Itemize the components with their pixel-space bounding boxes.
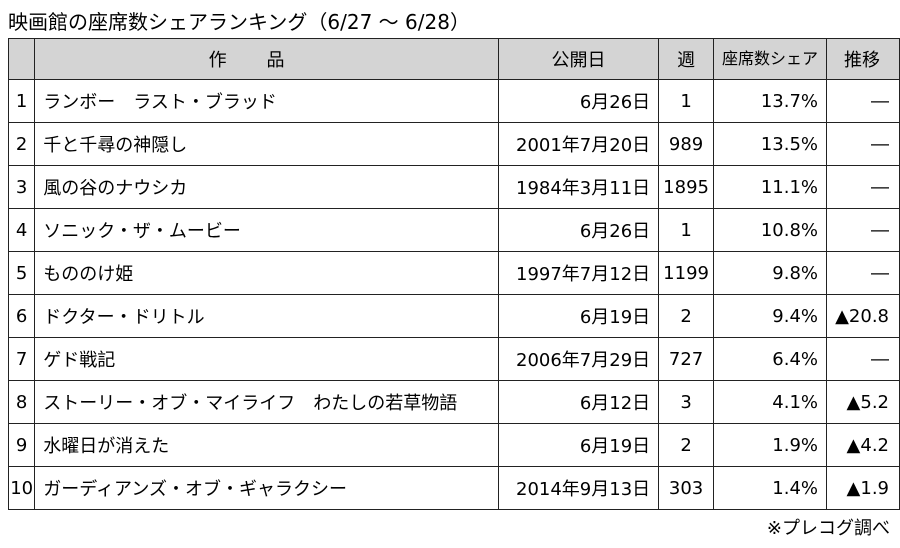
cell-week: 727 <box>658 337 714 381</box>
cell-seat-share: 10.8% <box>712 208 828 252</box>
cell-trend: ― <box>826 165 900 209</box>
cell-rank: 5 <box>7 251 36 295</box>
cell-week: 2 <box>658 423 714 467</box>
cell-seat-share: 6.4% <box>712 337 828 381</box>
page-title: 映画館の座席数シェアランキング（6/27 ～ 6/28） <box>8 10 470 34</box>
cell-seat-share: 1.9% <box>712 423 828 467</box>
table-row: 10 ガーディアンズ・オブ・ギャラクシー 2014年9月13日 303 1.4%… <box>7 466 900 510</box>
cell-week: 989 <box>658 122 714 166</box>
cell-rank: 1 <box>7 79 36 123</box>
table-row: 1 ランボー ラスト・ブラッド 6月26日 1 13.7% ― <box>7 79 900 123</box>
source-note: ※プレコグ調べ <box>766 518 890 539</box>
cell-seat-share: 4.1% <box>712 380 828 424</box>
cell-title: ドクター・ドリトル <box>34 294 499 338</box>
table-row: 8 ストーリー・オブ・マイライフ わたしの若草物語 6月12日 3 4.1% ▲… <box>7 380 900 424</box>
cell-trend: ― <box>826 251 900 295</box>
cell-title: もののけ姫 <box>34 251 499 295</box>
cell-rank: 4 <box>7 208 36 252</box>
header-trend: 推移 <box>826 38 900 80</box>
cell-title: ランボー ラスト・ブラッド <box>34 79 499 123</box>
cell-seat-share: 9.4% <box>712 294 828 338</box>
cell-rank: 2 <box>7 122 36 166</box>
cell-release-date: 6月26日 <box>497 79 660 123</box>
cell-trend: ▲4.2 <box>826 423 900 467</box>
cell-week: 3 <box>658 380 714 424</box>
cell-release-date: 6月19日 <box>497 294 660 338</box>
cell-title: ソニック・ザ・ムービー <box>34 208 499 252</box>
cell-week: 1 <box>658 208 714 252</box>
cell-release-date: 6月19日 <box>497 423 660 467</box>
cell-trend: ― <box>826 122 900 166</box>
cell-seat-share: 9.8% <box>712 251 828 295</box>
table-row: 9 水曜日が消えた 6月19日 2 1.9% ▲4.2 <box>7 423 900 467</box>
table-row: 2 千と千尋の神隠し 2001年7月20日 989 13.5% ― <box>7 122 900 166</box>
cell-trend: ― <box>826 337 900 381</box>
header-week: 週 <box>658 38 714 80</box>
ranking-table: 作品 公開日 週 座席数シェア 推移 1 ランボー ラスト・ブラッド 6月26日… <box>7 38 900 510</box>
cell-release-date: 2001年7月20日 <box>497 122 660 166</box>
cell-title: ガーディアンズ・オブ・ギャラクシー <box>34 466 499 510</box>
cell-trend: ▲20.8 <box>826 294 900 338</box>
cell-rank: 8 <box>7 380 36 424</box>
cell-rank: 10 <box>7 466 36 510</box>
cell-week: 303 <box>658 466 714 510</box>
cell-week: 1 <box>658 79 714 123</box>
header-seat-share: 座席数シェア <box>712 38 828 80</box>
cell-rank: 7 <box>7 337 36 381</box>
cell-release-date: 1984年3月11日 <box>497 165 660 209</box>
cell-week: 2 <box>658 294 714 338</box>
table-row: 7 ゲド戦記 2006年7月29日 727 6.4% ― <box>7 337 900 381</box>
cell-title: 千と千尋の神隠し <box>34 122 499 166</box>
cell-week: 1199 <box>658 251 714 295</box>
cell-seat-share: 1.4% <box>712 466 828 510</box>
cell-release-date: 1997年7月12日 <box>497 251 660 295</box>
header-title: 作品 <box>34 38 499 80</box>
cell-release-date: 6月26日 <box>497 208 660 252</box>
cell-seat-share: 11.1% <box>712 165 828 209</box>
cell-release-date: 2014年9月13日 <box>497 466 660 510</box>
cell-title: ゲド戦記 <box>34 337 499 381</box>
cell-title: 水曜日が消えた <box>34 423 499 467</box>
cell-week: 1895 <box>658 165 714 209</box>
cell-release-date: 2006年7月29日 <box>497 337 660 381</box>
cell-trend: ― <box>826 79 900 123</box>
table-row: 3 風の谷のナウシカ 1984年3月11日 1895 11.1% ― <box>7 165 900 209</box>
cell-trend: ― <box>826 208 900 252</box>
table-row: 4 ソニック・ザ・ムービー 6月26日 1 10.8% ― <box>7 208 900 252</box>
table-row: 6 ドクター・ドリトル 6月19日 2 9.4% ▲20.8 <box>7 294 900 338</box>
header-release-date: 公開日 <box>497 38 660 80</box>
cell-rank: 9 <box>7 423 36 467</box>
cell-title: 風の谷のナウシカ <box>34 165 499 209</box>
cell-trend: ▲1.9 <box>826 466 900 510</box>
header-rank <box>7 38 36 80</box>
cell-trend: ▲5.2 <box>826 380 900 424</box>
cell-seat-share: 13.5% <box>712 122 828 166</box>
cell-seat-share: 13.7% <box>712 79 828 123</box>
table-header-row: 作品 公開日 週 座席数シェア 推移 <box>7 38 900 80</box>
cell-rank: 6 <box>7 294 36 338</box>
table-row: 5 もののけ姫 1997年7月12日 1199 9.8% ― <box>7 251 900 295</box>
cell-rank: 3 <box>7 165 36 209</box>
cell-release-date: 6月12日 <box>497 380 660 424</box>
cell-title: ストーリー・オブ・マイライフ わたしの若草物語 <box>34 380 499 424</box>
